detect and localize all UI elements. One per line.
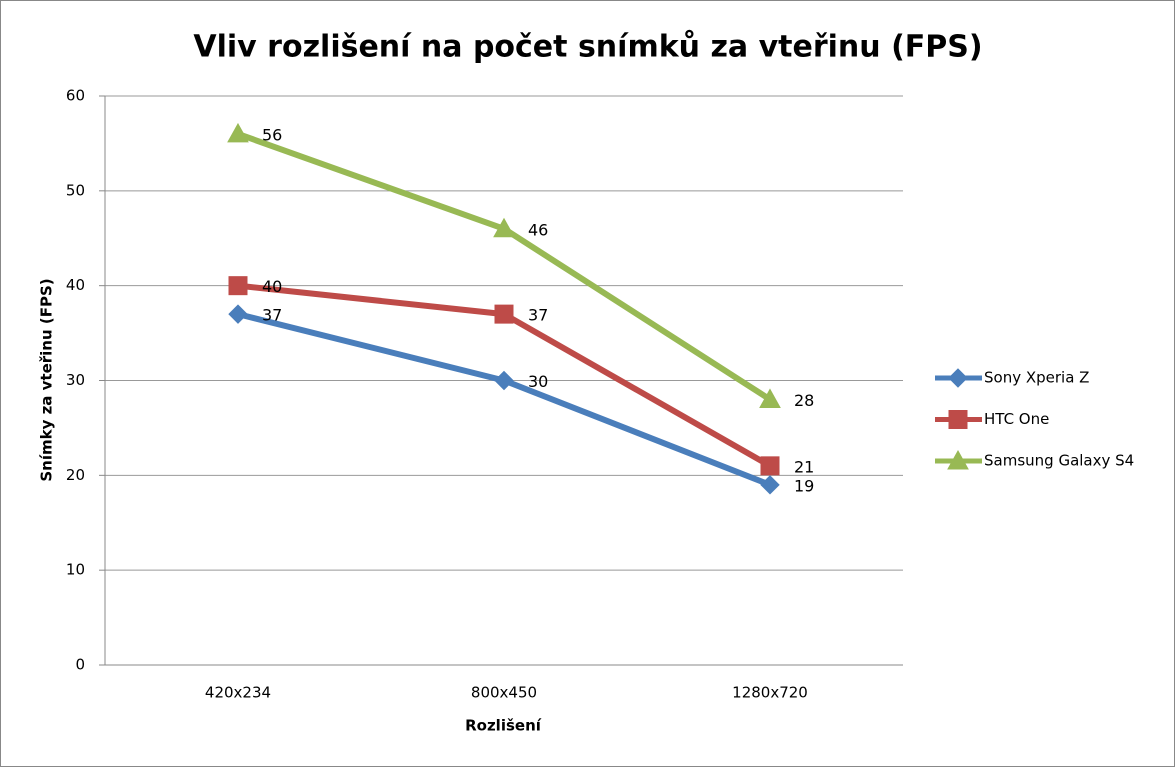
x-tick-label: 1280x720 bbox=[732, 684, 808, 702]
x-axis-label: Rozlišení bbox=[465, 717, 542, 735]
data-label: 30 bbox=[528, 372, 548, 391]
legend-label: HTC One bbox=[984, 410, 1049, 428]
data-point bbox=[493, 217, 515, 238]
legend-marker bbox=[947, 449, 969, 470]
data-point bbox=[760, 456, 780, 476]
data-point bbox=[228, 304, 248, 324]
chart-title: Vliv rozlišení na počet snímků za vteřin… bbox=[193, 29, 982, 65]
legend-label: Samsung Galaxy S4 bbox=[984, 452, 1134, 470]
y-tick-label: 20 bbox=[66, 466, 85, 484]
data-point bbox=[759, 388, 781, 408]
y-tick-label: 50 bbox=[66, 181, 85, 199]
data-label: 37 bbox=[262, 306, 282, 325]
data-label: 46 bbox=[528, 220, 548, 239]
data-point bbox=[494, 304, 514, 324]
data-point bbox=[228, 276, 248, 296]
y-tick-label: 40 bbox=[66, 276, 85, 294]
data-label: 40 bbox=[262, 277, 282, 296]
data-point bbox=[227, 122, 249, 143]
legend-label: Sony Xperia Z bbox=[984, 369, 1089, 387]
legend-marker bbox=[948, 410, 968, 429]
data-label: 28 bbox=[794, 391, 814, 410]
y-tick-label: 0 bbox=[75, 656, 85, 674]
data-label: 56 bbox=[262, 125, 282, 144]
x-tick-label: 420x234 bbox=[205, 684, 271, 702]
x-tick-label: 800x450 bbox=[471, 684, 537, 702]
data-label: 19 bbox=[794, 476, 814, 495]
y-tick-label: 10 bbox=[66, 561, 85, 579]
data-label: 21 bbox=[794, 457, 814, 476]
legend-marker bbox=[948, 368, 968, 388]
y-tick-label: 60 bbox=[66, 87, 85, 105]
y-tick-label: 30 bbox=[66, 371, 85, 389]
y-axis-label: Snímky za vteřinu (FPS) bbox=[38, 278, 56, 481]
data-point bbox=[494, 370, 514, 391]
data-label: 37 bbox=[528, 306, 548, 325]
data-point bbox=[760, 475, 780, 495]
